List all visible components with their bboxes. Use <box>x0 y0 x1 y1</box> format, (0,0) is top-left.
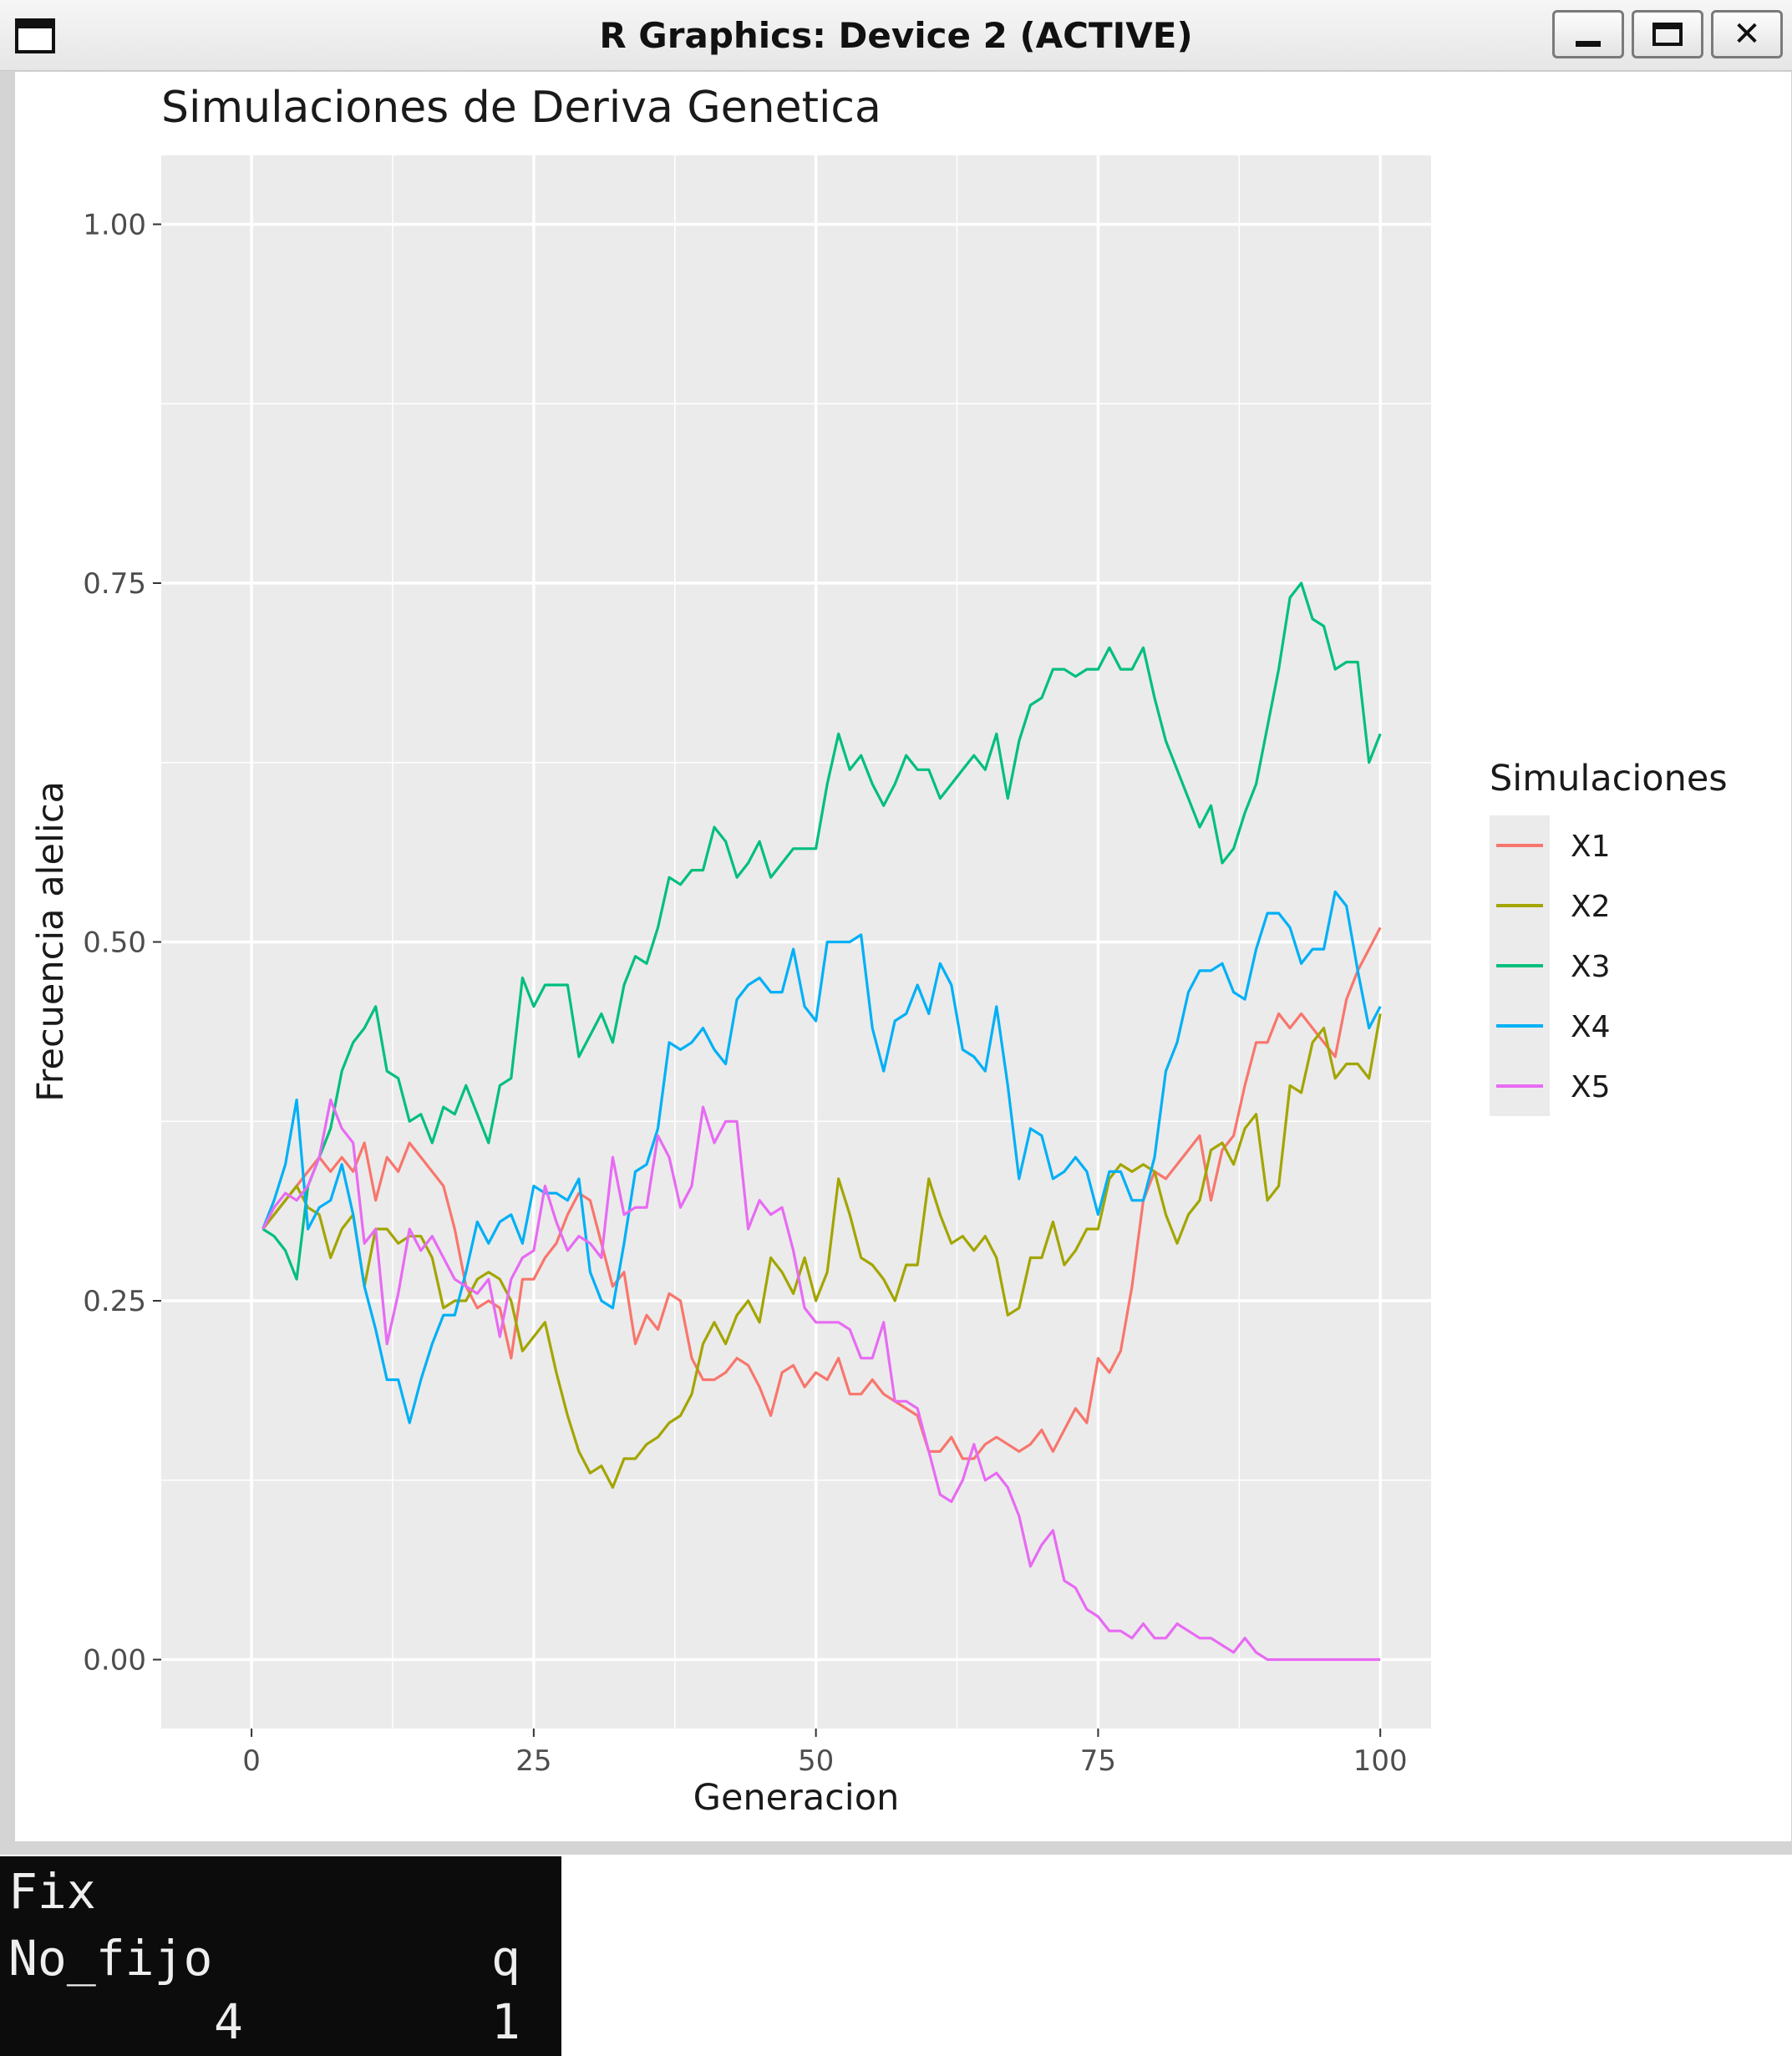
series-line-x2 <box>261 1013 1382 1490</box>
axes: 0 25 50 75 100 0.00 0.25 0.50 0.75 1.00 <box>83 208 1407 1778</box>
y-axis-label: Frecuencia alelica <box>30 781 72 1102</box>
title-bar[interactable]: R Graphics: Device 2 (ACTIVE) ✕ <box>0 0 1792 71</box>
series-line-x3 <box>261 581 1382 1281</box>
grid-lines <box>161 155 1431 1729</box>
console-value-q: 1 <box>491 1993 520 2050</box>
r-console: Fix No_fijo q 4 1 <box>0 1856 561 2056</box>
series-line-x4 <box>261 890 1382 1424</box>
x-tick-label: 50 <box>798 1744 834 1778</box>
series-line-x5 <box>261 1098 1381 1662</box>
legend-label-x3: X3 <box>1571 950 1611 984</box>
legend: Simulaciones X1 X2 X3 X4 X5 <box>1490 758 1728 1116</box>
x-tick-label: 0 <box>242 1744 261 1778</box>
legend-label-x5: X5 <box>1571 1070 1611 1104</box>
y-tick-label: 1.00 <box>83 208 146 241</box>
plot-area: 0 25 50 75 100 0.00 0.25 0.50 0.75 1.00 Simulacio… <box>15 72 1791 1841</box>
minimize-button[interactable] <box>1552 10 1624 58</box>
console-header-no-fijo: No_fijo <box>8 1930 213 1987</box>
close-button[interactable]: ✕ <box>1711 10 1783 58</box>
series-line-x1 <box>261 926 1382 1460</box>
x-tick-label: 100 <box>1353 1744 1408 1778</box>
legend-title: Simulaciones <box>1490 758 1728 800</box>
y-tick-label: 0.50 <box>83 926 146 960</box>
window-icon[interactable] <box>15 18 55 53</box>
close-icon: ✕ <box>1733 15 1761 53</box>
legend-label-x1: X1 <box>1571 830 1611 864</box>
legend-label-x4: X4 <box>1571 1010 1611 1044</box>
console-line-fix: Fix <box>8 1863 96 1920</box>
y-tick-label: 0.25 <box>83 1285 146 1318</box>
legend-label-x2: X2 <box>1571 890 1611 924</box>
x-tick-label: 25 <box>515 1744 551 1778</box>
console-header-q: q <box>491 1930 520 1987</box>
chart: 0 25 50 75 100 0.00 0.25 0.50 0.75 1.00 Simulacio… <box>30 83 1728 1819</box>
maximize-button[interactable] <box>1632 10 1703 58</box>
x-tick-label: 75 <box>1080 1744 1116 1778</box>
minimize-icon <box>1576 40 1601 47</box>
series-lines <box>261 581 1382 1662</box>
window-title: R Graphics: Device 2 (ACTIVE) <box>599 15 1193 56</box>
chart-title: Simulaciones de Deriva Genetica <box>161 83 881 133</box>
maximize-icon <box>1652 23 1683 46</box>
console-value-no-fijo: 4 <box>214 1993 243 2050</box>
y-tick-label: 0.75 <box>83 567 146 601</box>
x-axis-label: Generacion <box>693 1777 900 1819</box>
y-tick-label: 0.00 <box>83 1644 146 1678</box>
graphics-window: R Graphics: Device 2 (ACTIVE) ✕ 0 25 50 75 1… <box>0 0 1792 1855</box>
